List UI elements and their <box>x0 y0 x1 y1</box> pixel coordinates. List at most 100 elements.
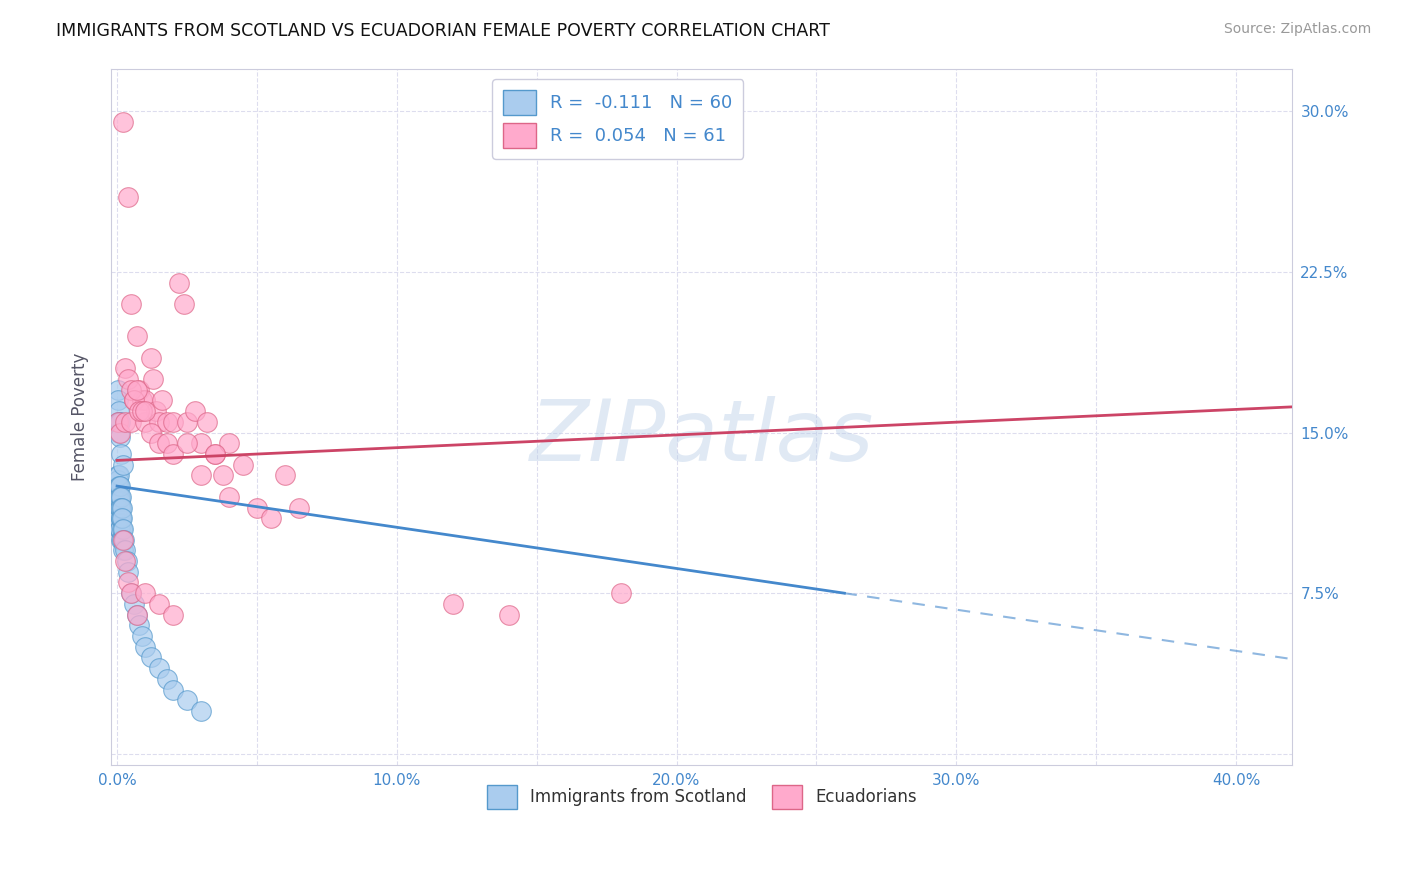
Point <box>260 511 283 525</box>
Point <box>246 500 269 515</box>
Point <box>162 415 184 429</box>
Point <box>108 425 131 440</box>
Point <box>128 618 150 632</box>
Point <box>114 543 136 558</box>
Point <box>111 533 134 547</box>
Point <box>156 436 179 450</box>
Point <box>218 490 240 504</box>
Point <box>111 522 134 536</box>
Point <box>122 393 145 408</box>
Point <box>190 436 212 450</box>
Point <box>131 404 153 418</box>
Point <box>111 522 134 536</box>
Point <box>128 404 150 418</box>
Point <box>107 404 129 418</box>
Point <box>212 468 235 483</box>
Point <box>134 586 156 600</box>
Point <box>156 415 179 429</box>
Point <box>108 522 131 536</box>
Point <box>108 425 131 440</box>
Point <box>117 565 139 579</box>
Point <box>108 490 131 504</box>
Point <box>139 425 162 440</box>
Point <box>609 586 631 600</box>
Point <box>162 607 184 622</box>
Point <box>139 650 162 665</box>
Point <box>218 436 240 450</box>
Point <box>110 447 132 461</box>
Point <box>134 415 156 429</box>
Point <box>148 415 170 429</box>
Point <box>107 494 129 508</box>
Point <box>110 500 132 515</box>
Point <box>111 458 134 472</box>
Point <box>274 468 297 483</box>
Point <box>120 415 142 429</box>
Point <box>108 500 131 515</box>
Text: ZIPatlas: ZIPatlas <box>530 396 875 479</box>
Point <box>107 415 129 429</box>
Point <box>125 607 148 622</box>
Point <box>134 640 156 654</box>
Point <box>108 415 131 429</box>
Point <box>184 404 207 418</box>
Point <box>108 479 131 493</box>
Point <box>190 468 212 483</box>
Point <box>167 276 190 290</box>
Point <box>107 500 129 515</box>
Point <box>107 393 129 408</box>
Point <box>142 372 165 386</box>
Point <box>190 704 212 718</box>
Point <box>131 629 153 643</box>
Point <box>125 383 148 397</box>
Point <box>148 597 170 611</box>
Point <box>110 511 132 525</box>
Point <box>110 511 132 525</box>
Point <box>111 511 134 525</box>
Point <box>111 533 134 547</box>
Point <box>148 436 170 450</box>
Point <box>134 393 156 408</box>
Point <box>110 522 132 536</box>
Point <box>120 383 142 397</box>
Point <box>114 415 136 429</box>
Point <box>107 511 129 525</box>
Point <box>122 597 145 611</box>
Point <box>107 383 129 397</box>
Point <box>145 404 167 418</box>
Point <box>134 404 156 418</box>
Point <box>110 430 132 444</box>
Point <box>107 500 129 515</box>
Point <box>120 297 142 311</box>
Point <box>117 575 139 590</box>
Point <box>117 190 139 204</box>
Point <box>108 490 131 504</box>
Point <box>120 586 142 600</box>
Point <box>115 554 138 568</box>
Point <box>110 500 132 515</box>
Point <box>108 516 131 530</box>
Point <box>125 607 148 622</box>
Y-axis label: Female Poverty: Female Poverty <box>72 352 89 481</box>
Point <box>156 672 179 686</box>
Point <box>150 393 173 408</box>
Point <box>128 383 150 397</box>
Point <box>108 494 131 508</box>
Point <box>110 490 132 504</box>
Point <box>195 415 218 429</box>
Point <box>114 361 136 376</box>
Point <box>111 115 134 129</box>
Point <box>176 436 198 450</box>
Point <box>173 297 195 311</box>
Point <box>288 500 311 515</box>
Point <box>108 511 131 525</box>
Point <box>107 415 129 429</box>
Point <box>108 479 131 493</box>
Point <box>107 468 129 483</box>
Point <box>110 500 132 515</box>
Point <box>107 468 129 483</box>
Point <box>176 693 198 707</box>
Point <box>117 372 139 386</box>
Point <box>204 447 226 461</box>
Point <box>108 500 131 515</box>
